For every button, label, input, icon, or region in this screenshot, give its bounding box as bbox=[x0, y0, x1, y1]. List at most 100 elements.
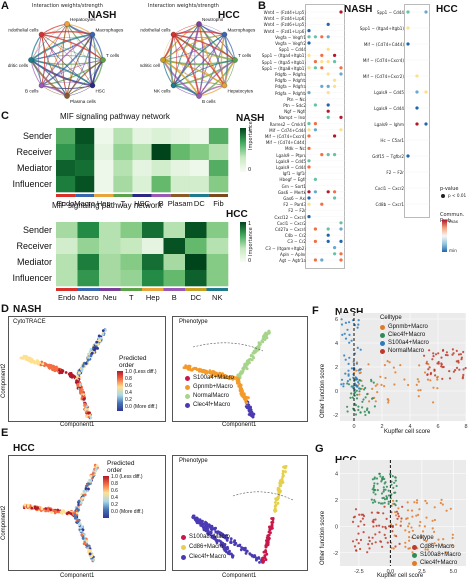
dotplot-dot bbox=[339, 252, 343, 256]
dotplot-dot bbox=[326, 35, 330, 39]
network-edge bbox=[173, 34, 225, 86]
scatter-point bbox=[442, 538, 445, 541]
scatter-point bbox=[384, 488, 387, 491]
trajectory-cell-point bbox=[229, 537, 233, 541]
scatter-point bbox=[396, 517, 399, 520]
scatter-point bbox=[404, 545, 407, 548]
scatter-point bbox=[348, 333, 351, 336]
trajectory-cell-point bbox=[263, 550, 266, 554]
scatter-point bbox=[356, 346, 359, 349]
scatter-point bbox=[400, 517, 403, 520]
y-tick-label: -2 bbox=[333, 551, 338, 557]
scatter-point bbox=[340, 383, 343, 386]
ligand-receptor-pair: Wnt4 − (Fzd1+Lrp6) bbox=[263, 28, 306, 34]
scatter-point bbox=[355, 549, 358, 552]
network-edge bbox=[41, 30, 93, 36]
scatter-point bbox=[423, 354, 426, 357]
panel-g-xlabel: Kupffer cell score bbox=[377, 573, 424, 579]
trajectory-cell-point bbox=[255, 558, 258, 562]
scatter-point bbox=[383, 533, 386, 536]
legend-dot-icon bbox=[185, 394, 190, 399]
heatmap-row-label: Influencer bbox=[12, 179, 52, 189]
network-node bbox=[38, 31, 45, 38]
network-node-label: Neutrophil bbox=[202, 17, 223, 22]
trajectory-cell-point bbox=[49, 508, 52, 512]
scatter-point bbox=[366, 551, 369, 554]
scatter-point bbox=[395, 484, 398, 488]
heatmap-cell bbox=[151, 160, 171, 177]
panel-g-legend-title: Celltype bbox=[412, 535, 434, 541]
scatter-point bbox=[386, 360, 389, 363]
scatter-point bbox=[442, 365, 445, 369]
heatmap-cell bbox=[208, 176, 229, 193]
trajectory-cell-point bbox=[47, 509, 50, 513]
legend-dot-icon bbox=[185, 376, 190, 381]
order-tick-label: 0.4 bbox=[111, 495, 118, 501]
trajectory-cell-point bbox=[209, 374, 213, 378]
trajectory-cell-point bbox=[198, 367, 201, 371]
heatmap-cell bbox=[170, 176, 191, 193]
panel-b-prob-max: max bbox=[449, 219, 459, 224]
scatter-point bbox=[371, 536, 374, 539]
trajectory-cell-point bbox=[262, 560, 265, 563]
order-tick-label: 0.2 bbox=[125, 397, 132, 403]
network-edge bbox=[173, 82, 225, 86]
network-edge bbox=[66, 34, 93, 97]
trajectory-cell-point bbox=[225, 539, 229, 542]
dotplot-dot bbox=[313, 227, 317, 231]
scatter-point bbox=[434, 353, 438, 356]
panel-g-letter: G bbox=[315, 443, 324, 455]
scatter-point bbox=[356, 378, 359, 381]
trajectory-cell-point bbox=[223, 547, 227, 550]
scatter-point bbox=[373, 405, 376, 408]
scatter-point bbox=[348, 378, 352, 381]
scatter-point bbox=[355, 538, 358, 541]
scatter-point bbox=[355, 362, 358, 365]
scatter-point bbox=[372, 381, 375, 384]
trajectory-cell-point bbox=[214, 530, 218, 534]
y-tick-label: 0 bbox=[335, 389, 338, 395]
heatmap-cell bbox=[120, 238, 143, 255]
scatter-point bbox=[349, 396, 352, 399]
trajectory-cell-point bbox=[89, 354, 93, 358]
scatter-point bbox=[457, 353, 461, 356]
panel-d-left-box: CytoTRACE Predicted order 1.0 (Less diff… bbox=[8, 316, 166, 422]
network-node bbox=[28, 57, 34, 63]
dotplot-dot bbox=[326, 103, 330, 107]
ligand-receptor-pair: Gas6 − Axl bbox=[283, 196, 306, 201]
trajectory-cell-point bbox=[232, 540, 236, 544]
scatter-point bbox=[357, 381, 360, 384]
network-node-label: Plasma cells bbox=[70, 99, 96, 104]
trajectory-cell-point bbox=[208, 369, 212, 373]
trajectory-cell-point bbox=[19, 356, 23, 360]
scatter-point bbox=[372, 491, 375, 494]
scatter-point bbox=[379, 502, 383, 505]
scatter-point bbox=[462, 373, 465, 377]
dotplot-dot bbox=[326, 72, 330, 76]
scatter-point bbox=[411, 529, 414, 532]
scatter-point bbox=[392, 486, 395, 489]
trajectory-cell-point bbox=[219, 374, 223, 378]
network-edge bbox=[41, 59, 104, 86]
scatter-point bbox=[421, 530, 425, 533]
scatter-point bbox=[395, 499, 398, 502]
dotplot-dot bbox=[313, 122, 317, 126]
heatmap-cell bbox=[151, 176, 171, 193]
order-tick-label: 0.2 bbox=[111, 502, 118, 508]
scatter-point bbox=[408, 522, 411, 525]
trajectory-cell-point bbox=[92, 558, 96, 562]
trajectory-cell-point bbox=[84, 407, 87, 411]
trajectory-cell-point bbox=[225, 534, 228, 537]
scatter-point bbox=[364, 413, 367, 417]
dotplot-dot bbox=[307, 122, 311, 126]
scatter-point bbox=[351, 520, 355, 523]
panel-c-letter: C bbox=[1, 110, 9, 122]
trajectory-cell-point bbox=[281, 475, 285, 479]
trajectory-cell-point bbox=[257, 348, 260, 352]
trajectory-cell-point bbox=[240, 388, 244, 391]
trajectory-cell-point bbox=[257, 344, 261, 348]
trajectory-cell-point bbox=[227, 552, 231, 555]
panel-c-nash-group: NASH bbox=[236, 113, 265, 124]
scatter-point bbox=[382, 512, 385, 515]
scatter-point bbox=[411, 551, 414, 554]
